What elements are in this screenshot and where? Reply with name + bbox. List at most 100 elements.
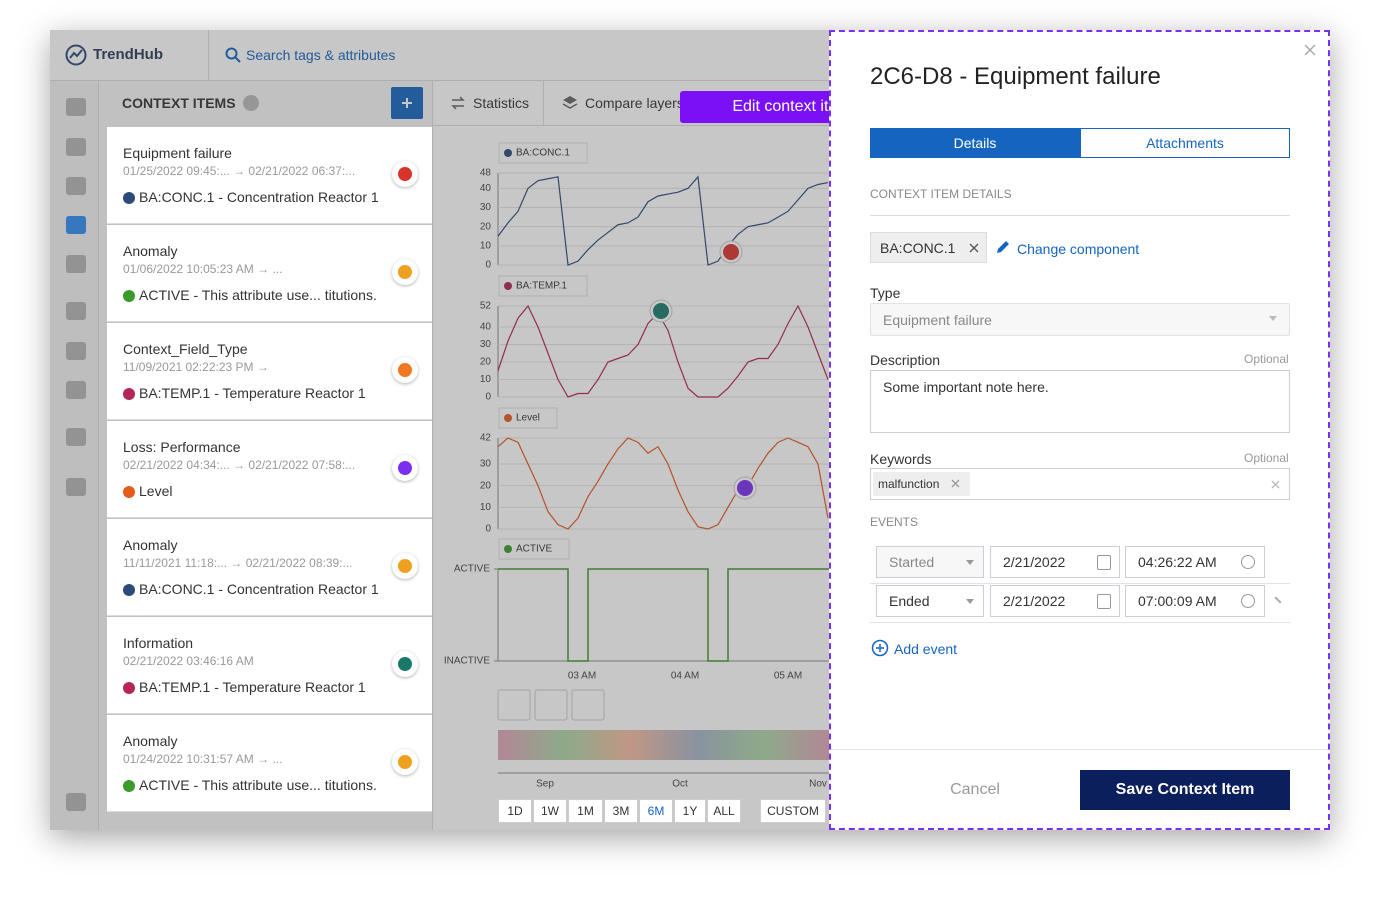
item-source: BA:TEMP.1 - Temperature Reactor 1 bbox=[139, 385, 366, 401]
rail-icon[interactable] bbox=[66, 138, 86, 156]
rail-icon[interactable] bbox=[66, 255, 86, 273]
keywords-input[interactable] bbox=[870, 468, 1290, 500]
y-tick-label: 30 bbox=[480, 202, 492, 213]
chip-remove[interactable] bbox=[969, 243, 979, 253]
item-title: Anomaly bbox=[123, 537, 178, 553]
custom-button[interactable]: CUSTOM bbox=[760, 799, 826, 823]
context-item[interactable] bbox=[107, 225, 432, 322]
left-rail bbox=[50, 81, 99, 830]
compare-layers[interactable]: Compare layers bbox=[585, 95, 684, 111]
close-button[interactable] bbox=[1303, 43, 1317, 57]
nav-button bbox=[497, 689, 531, 721]
state-line bbox=[498, 568, 830, 662]
rail-icon[interactable] bbox=[66, 381, 86, 399]
item-time: 02/21/2022 04:34:... → 02/21/2022 07:58:… bbox=[123, 458, 356, 472]
item-source: BA:CONC.1 - Concentration Reactor 1 bbox=[139, 189, 379, 205]
context-item[interactable] bbox=[107, 617, 432, 714]
item-icon-mark bbox=[398, 167, 412, 181]
item-icon-mark bbox=[398, 755, 412, 769]
optional: Optional bbox=[1244, 352, 1289, 366]
tab[interactable]: Details bbox=[870, 128, 1080, 158]
tab[interactable]: Attachments bbox=[1080, 128, 1290, 158]
list-title: CONTEXT ITEMS bbox=[122, 95, 236, 111]
event-date[interactable]: 2/21/2022 bbox=[990, 546, 1120, 578]
event-time[interactable]: 07:00:09 AM bbox=[1125, 585, 1265, 617]
search-icon bbox=[225, 47, 241, 63]
statistics[interactable]: Statistics bbox=[473, 95, 530, 111]
item-icon-mark bbox=[398, 559, 412, 573]
rail-icon[interactable] bbox=[66, 428, 86, 446]
description: Some important note here. bbox=[883, 379, 1049, 395]
rail-icon[interactable] bbox=[66, 177, 86, 195]
range-button[interactable]: 6M bbox=[639, 799, 673, 823]
range-button[interactable]: 1D bbox=[498, 799, 532, 823]
series-label: BA:TEMP.1 bbox=[516, 281, 567, 292]
y-tick-label: 40 bbox=[480, 322, 492, 333]
change-component[interactable]: Change component bbox=[1017, 241, 1140, 257]
logo-icon bbox=[65, 44, 87, 66]
rail-icon[interactable] bbox=[66, 216, 86, 234]
series-dot bbox=[504, 545, 512, 553]
series-chip bbox=[498, 275, 588, 297]
item-time: 01/25/2022 09:45:... → 02/21/2022 06:37:… bbox=[123, 164, 356, 178]
range-button[interactable]: 1W bbox=[533, 799, 567, 823]
calendar-icon bbox=[1097, 555, 1111, 570]
context-item[interactable] bbox=[107, 715, 432, 812]
range-button[interactable]: 1M bbox=[568, 799, 603, 823]
logo: TrendHub bbox=[93, 46, 163, 63]
search[interactable]: Search tags & attributes bbox=[246, 47, 396, 63]
type-select[interactable]: Equipment failure bbox=[870, 303, 1290, 336]
item-icon-mark bbox=[398, 363, 412, 377]
series-line bbox=[497, 437, 829, 530]
y-tick-label: 20 bbox=[480, 480, 492, 491]
event-marker-fill bbox=[723, 244, 739, 260]
item-dot bbox=[123, 192, 135, 204]
series-dot bbox=[504, 149, 512, 157]
description-box[interactable] bbox=[870, 370, 1290, 433]
rail-icon[interactable] bbox=[66, 793, 86, 811]
add-event[interactable]: Add event bbox=[894, 641, 958, 657]
item-source: Level bbox=[139, 483, 173, 499]
rail-icon[interactable] bbox=[66, 302, 86, 320]
y-tick-label: 0 bbox=[485, 524, 491, 535]
divider bbox=[870, 215, 1290, 216]
y-tick-label: 0 bbox=[485, 260, 491, 271]
series-line bbox=[497, 175, 829, 266]
event-date[interactable]: 2/21/2022 bbox=[990, 585, 1120, 617]
y-tick-label: 20 bbox=[480, 221, 492, 232]
range-button[interactable]: ALL bbox=[707, 799, 741, 823]
series-label: ACTIVE bbox=[516, 544, 552, 555]
series-label: BA:CONC.1 bbox=[516, 148, 570, 159]
calendar-icon bbox=[1097, 594, 1111, 609]
item-icon-mark bbox=[398, 265, 412, 279]
item-icon-mark bbox=[398, 461, 412, 475]
cancel-button[interactable]: Cancel bbox=[950, 781, 1000, 798]
navigator-tick: Oct bbox=[672, 779, 688, 790]
x-tick-label: 05 AM bbox=[774, 671, 802, 682]
context-item[interactable] bbox=[107, 127, 432, 224]
item-dot bbox=[123, 780, 135, 792]
context-item[interactable] bbox=[107, 421, 432, 518]
item-title: Context_Field_Type bbox=[123, 341, 248, 357]
item-time: 02/21/2022 03:46:16 AM bbox=[123, 654, 254, 668]
save-button[interactable]: Save Context Item bbox=[1080, 770, 1290, 810]
context-item[interactable] bbox=[107, 519, 432, 616]
rail-icon[interactable] bbox=[66, 342, 86, 360]
component: BA:CONC.1 bbox=[880, 240, 956, 256]
rail-icon[interactable] bbox=[66, 478, 86, 496]
nav-button bbox=[534, 689, 568, 721]
y-tick-label: 10 bbox=[480, 502, 492, 513]
range-button[interactable]: 3M bbox=[604, 799, 638, 823]
series-dot bbox=[504, 282, 512, 290]
series-chip bbox=[498, 407, 558, 429]
context-item[interactable] bbox=[107, 323, 432, 420]
add-button[interactable] bbox=[391, 87, 423, 119]
range-button[interactable]: 1Y bbox=[674, 799, 706, 823]
rail-icon[interactable] bbox=[66, 98, 86, 116]
help-icon[interactable] bbox=[243, 95, 259, 111]
modal bbox=[829, 30, 1330, 830]
item-dot bbox=[123, 388, 135, 400]
event-time[interactable]: 04:26:22 AM bbox=[1125, 546, 1265, 578]
y-tick-label: 10 bbox=[480, 240, 492, 251]
